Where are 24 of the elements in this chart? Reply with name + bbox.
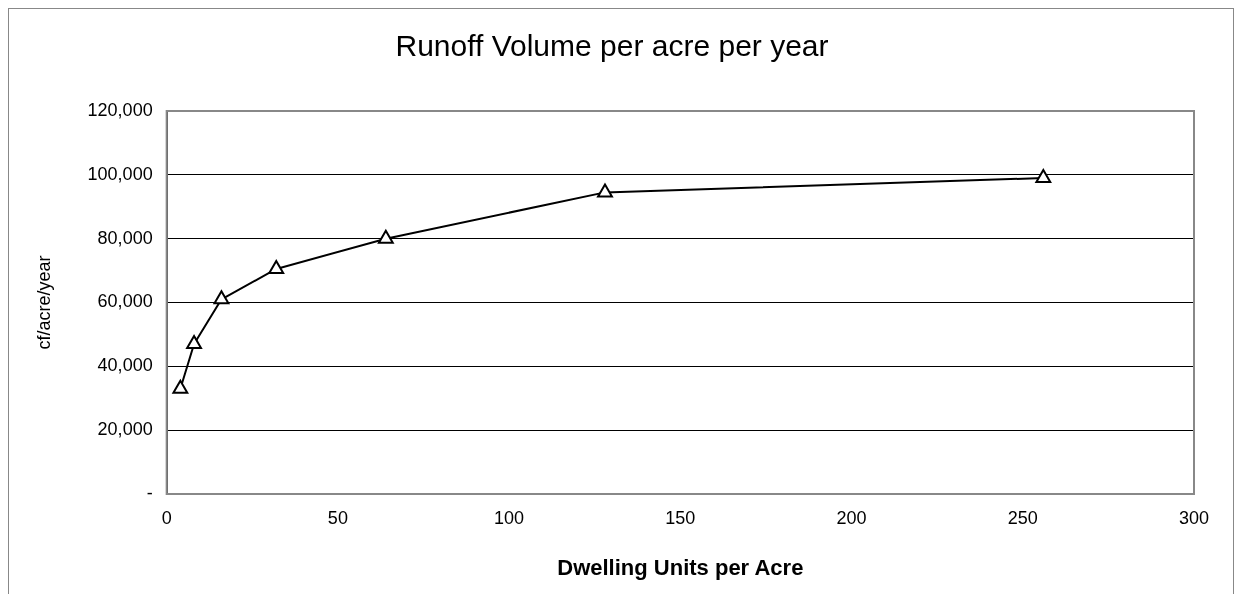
- y-tick-label: 40,000: [97, 355, 153, 376]
- point: [377, 229, 394, 244]
- y-tick-label: 100,000: [87, 163, 153, 184]
- y-tick-label: 120,000: [87, 99, 153, 120]
- y-tick-label: 80,000: [97, 227, 153, 248]
- x-axis-title: Dwelling Units per Acre: [557, 554, 804, 580]
- y-axis-title: cf/acre/year: [33, 255, 54, 350]
- x-tick-label: 50: [327, 507, 348, 528]
- chart-title: Runoff Volume per acre per year: [395, 29, 829, 63]
- y-tick-label: 60,000: [97, 291, 153, 312]
- y-tick-label: -: [146, 482, 153, 503]
- x-tick-label: 0: [161, 507, 172, 528]
- point: [172, 379, 189, 394]
- x-tick-label: 300: [1178, 507, 1210, 528]
- x-tick-label: 100: [494, 507, 525, 528]
- point: [186, 334, 202, 349]
- point: [213, 290, 230, 305]
- x-tick-label: 200: [836, 507, 867, 528]
- point: [268, 259, 285, 274]
- point: [597, 183, 613, 198]
- point: [1035, 169, 1052, 184]
- y-tick-label: 20,000: [97, 419, 153, 440]
- x-tick-label: 150: [665, 507, 696, 528]
- x-tick-label: 250: [1007, 507, 1038, 528]
